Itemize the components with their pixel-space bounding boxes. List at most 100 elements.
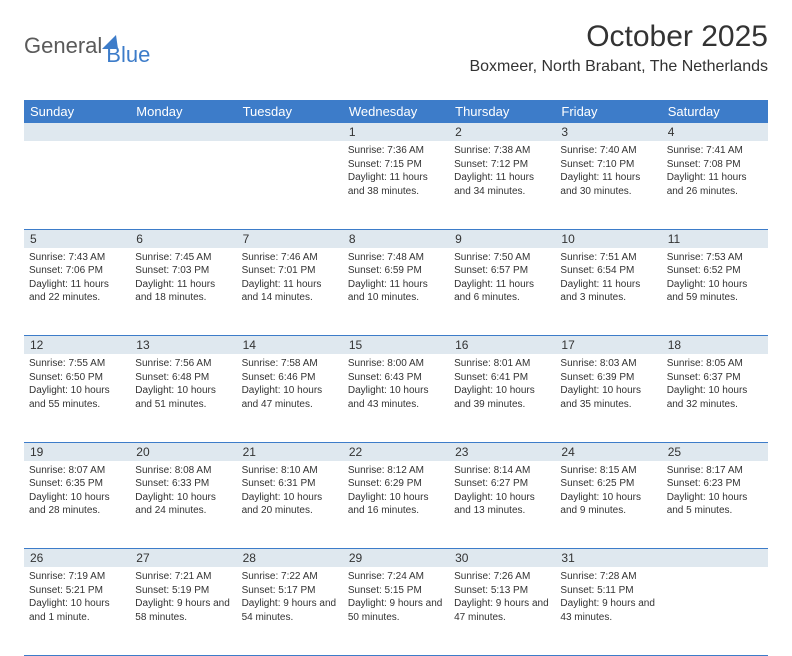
daylight-text: Daylight: 10 hours and 16 minutes. — [348, 491, 444, 518]
sunrise-text: Sunrise: 7:28 AM — [560, 570, 656, 584]
day-number — [24, 123, 130, 141]
sunset-text: Sunset: 6:57 PM — [454, 264, 550, 278]
daylight-text: Daylight: 11 hours and 6 minutes. — [454, 278, 550, 305]
sunrise-text: Sunrise: 7:48 AM — [348, 251, 444, 265]
sunset-text: Sunset: 6:59 PM — [348, 264, 444, 278]
day-number: 29 — [343, 549, 449, 568]
day-cell: Sunrise: 7:51 AMSunset: 6:54 PMDaylight:… — [555, 248, 661, 336]
sunrise-text: Sunrise: 7:21 AM — [135, 570, 231, 584]
calendar-table: Sunday Monday Tuesday Wednesday Thursday… — [24, 100, 768, 656]
sunrise-text: Sunrise: 7:46 AM — [242, 251, 338, 265]
day-number: 1 — [343, 123, 449, 141]
day-cell: Sunrise: 7:50 AMSunset: 6:57 PMDaylight:… — [449, 248, 555, 336]
day-header: Sunday — [24, 100, 130, 123]
sunrise-text: Sunrise: 7:43 AM — [29, 251, 125, 265]
calendar-body: 1 23 4 Sunrise: 7:36 AMSunset: 7:15 PMDayli… — [24, 123, 768, 655]
day-number: 20 — [130, 442, 236, 461]
day-number: 16 — [449, 336, 555, 355]
sunset-text: Sunset: 7:15 PM — [348, 158, 444, 172]
day-number: 11 — [662, 229, 768, 248]
daynum-row: 567891011 — [24, 229, 768, 248]
day-cell: Sunrise: 7:21 AMSunset: 5:19 PMDaylight:… — [130, 567, 236, 655]
day-number: 6 — [130, 229, 236, 248]
daylight-text: Daylight: 10 hours and 51 minutes. — [135, 384, 231, 411]
day-number: 18 — [662, 336, 768, 355]
day-cell: Sunrise: 7:45 AMSunset: 7:03 PMDaylight:… — [130, 248, 236, 336]
logo-text-1: General — [24, 33, 102, 59]
daylight-text: Daylight: 10 hours and 9 minutes. — [560, 491, 656, 518]
sunrise-text: Sunrise: 7:19 AM — [29, 570, 125, 584]
daylight-text: Daylight: 10 hours and 59 minutes. — [667, 278, 763, 305]
day-header-row: Sunday Monday Tuesday Wednesday Thursday… — [24, 100, 768, 123]
daylight-text: Daylight: 11 hours and 14 minutes. — [242, 278, 338, 305]
sunrise-text: Sunrise: 7:26 AM — [454, 570, 550, 584]
day-cell: Sunrise: 8:01 AMSunset: 6:41 PMDaylight:… — [449, 354, 555, 442]
daylight-text: Daylight: 11 hours and 18 minutes. — [135, 278, 231, 305]
sunset-text: Sunset: 6:23 PM — [667, 477, 763, 491]
day-cell: Sunrise: 8:15 AMSunset: 6:25 PMDaylight:… — [555, 461, 661, 549]
day-cell: Sunrise: 7:36 AMSunset: 7:15 PMDaylight:… — [343, 141, 449, 229]
sunrise-text: Sunrise: 8:08 AM — [135, 464, 231, 478]
daynum-row: 12131415161718 — [24, 336, 768, 355]
day-number: 13 — [130, 336, 236, 355]
sunset-text: Sunset: 6:37 PM — [667, 371, 763, 385]
day-cell: Sunrise: 7:28 AMSunset: 5:11 PMDaylight:… — [555, 567, 661, 655]
week-row: Sunrise: 7:55 AMSunset: 6:50 PMDaylight:… — [24, 354, 768, 442]
sunrise-text: Sunrise: 7:56 AM — [135, 357, 231, 371]
daynum-row: 19202122232425 — [24, 442, 768, 461]
day-number — [130, 123, 236, 141]
day-cell: Sunrise: 8:00 AMSunset: 6:43 PMDaylight:… — [343, 354, 449, 442]
day-number: 21 — [237, 442, 343, 461]
day-number: 24 — [555, 442, 661, 461]
daylight-text: Daylight: 11 hours and 26 minutes. — [667, 171, 763, 198]
day-number: 2 — [449, 123, 555, 141]
daylight-text: Daylight: 10 hours and 28 minutes. — [29, 491, 125, 518]
logo: General Blue — [24, 24, 150, 68]
day-cell: Sunrise: 7:40 AMSunset: 7:10 PMDaylight:… — [555, 141, 661, 229]
sunrise-text: Sunrise: 7:50 AM — [454, 251, 550, 265]
day-number: 4 — [662, 123, 768, 141]
sunset-text: Sunset: 5:11 PM — [560, 584, 656, 598]
daylight-text: Daylight: 11 hours and 10 minutes. — [348, 278, 444, 305]
sunset-text: Sunset: 7:08 PM — [667, 158, 763, 172]
sunset-text: Sunset: 6:35 PM — [29, 477, 125, 491]
day-cell — [130, 141, 236, 229]
sunset-text: Sunset: 7:12 PM — [454, 158, 550, 172]
week-row: Sunrise: 7:36 AMSunset: 7:15 PMDaylight:… — [24, 141, 768, 229]
sunset-text: Sunset: 5:19 PM — [135, 584, 231, 598]
week-row: Sunrise: 7:19 AMSunset: 5:21 PMDaylight:… — [24, 567, 768, 655]
daylight-text: Daylight: 10 hours and 39 minutes. — [454, 384, 550, 411]
day-number — [237, 123, 343, 141]
daylight-text: Daylight: 9 hours and 43 minutes. — [560, 597, 656, 624]
sunset-text: Sunset: 6:33 PM — [135, 477, 231, 491]
day-number: 26 — [24, 549, 130, 568]
day-number: 15 — [343, 336, 449, 355]
day-header: Monday — [130, 100, 236, 123]
sunset-text: Sunset: 6:39 PM — [560, 371, 656, 385]
daylight-text: Daylight: 10 hours and 43 minutes. — [348, 384, 444, 411]
daylight-text: Daylight: 10 hours and 5 minutes. — [667, 491, 763, 518]
day-cell: Sunrise: 7:26 AMSunset: 5:13 PMDaylight:… — [449, 567, 555, 655]
daylight-text: Daylight: 11 hours and 34 minutes. — [454, 171, 550, 198]
sunset-text: Sunset: 6:46 PM — [242, 371, 338, 385]
daylight-text: Daylight: 10 hours and 35 minutes. — [560, 384, 656, 411]
sunrise-text: Sunrise: 8:00 AM — [348, 357, 444, 371]
day-cell: Sunrise: 8:14 AMSunset: 6:27 PMDaylight:… — [449, 461, 555, 549]
day-number — [662, 549, 768, 568]
day-header: Friday — [555, 100, 661, 123]
day-cell: Sunrise: 7:41 AMSunset: 7:08 PMDaylight:… — [662, 141, 768, 229]
day-number: 23 — [449, 442, 555, 461]
day-cell — [24, 141, 130, 229]
day-cell: Sunrise: 8:07 AMSunset: 6:35 PMDaylight:… — [24, 461, 130, 549]
week-row: Sunrise: 7:43 AMSunset: 7:06 PMDaylight:… — [24, 248, 768, 336]
day-cell: Sunrise: 7:22 AMSunset: 5:17 PMDaylight:… — [237, 567, 343, 655]
sunrise-text: Sunrise: 7:41 AM — [667, 144, 763, 158]
day-header: Wednesday — [343, 100, 449, 123]
sunrise-text: Sunrise: 7:40 AM — [560, 144, 656, 158]
day-number: 12 — [24, 336, 130, 355]
daylight-text: Daylight: 9 hours and 50 minutes. — [348, 597, 444, 624]
day-cell: Sunrise: 7:46 AMSunset: 7:01 PMDaylight:… — [237, 248, 343, 336]
day-cell: Sunrise: 8:12 AMSunset: 6:29 PMDaylight:… — [343, 461, 449, 549]
daylight-text: Daylight: 10 hours and 1 minute. — [29, 597, 125, 624]
sunset-text: Sunset: 6:50 PM — [29, 371, 125, 385]
